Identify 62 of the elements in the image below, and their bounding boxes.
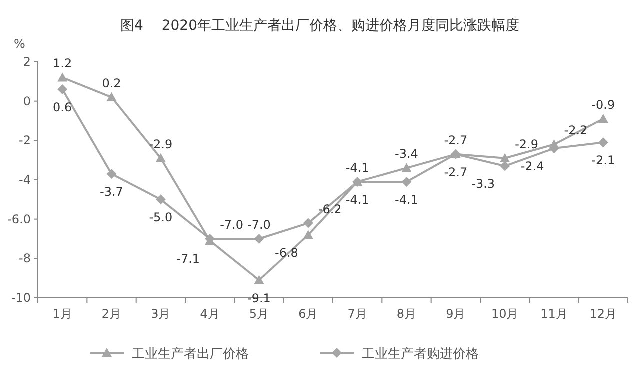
- x-tick-label: 5月: [249, 307, 270, 321]
- data-label: -2.9: [515, 137, 539, 152]
- data-label: 1.2: [53, 56, 72, 71]
- data-label: -4.1: [395, 192, 418, 207]
- data-label: -2.7: [444, 133, 468, 148]
- y-tick-label: -2: [19, 134, 31, 148]
- x-tick-label: 1月: [52, 307, 72, 321]
- data-label: -4.1: [346, 192, 370, 207]
- x-tick-label: 8月: [396, 307, 417, 321]
- data-label: -7.0: [248, 218, 271, 232]
- data-label: -3.4: [395, 147, 418, 162]
- data-label: -3.3: [472, 177, 496, 192]
- data-label: -3.7: [100, 185, 124, 200]
- point: [500, 161, 510, 172]
- x-tick-label: 12月: [590, 307, 618, 321]
- data-label: -7.1: [176, 252, 200, 266]
- point: [598, 138, 608, 148]
- data-label: 0.6: [53, 100, 72, 115]
- data-label: -2.7: [444, 165, 468, 180]
- y-axis-title: %: [14, 37, 26, 51]
- point: [500, 153, 510, 162]
- point: [598, 114, 608, 124]
- data-label: -4.1: [346, 160, 370, 175]
- data-label: -2.2: [564, 124, 588, 138]
- point: [58, 72, 68, 82]
- x-tick-label: 3月: [151, 307, 171, 321]
- data-label: -0.9: [592, 98, 616, 112]
- point: [254, 275, 264, 284]
- y-tick-label: 0: [23, 94, 31, 108]
- point: [58, 84, 68, 95]
- legend-label: 工业生产者出厂价格: [132, 347, 249, 362]
- data-label: -6.2: [318, 202, 342, 216]
- data-label: -7.0: [220, 218, 244, 232]
- point: [156, 153, 166, 162]
- y-tick-label: -6.0: [8, 212, 31, 226]
- point: [254, 234, 264, 244]
- x-tick-label: 7月: [348, 307, 368, 321]
- x-tick-label: 2月: [102, 307, 122, 321]
- legend-label: 工业生产者购进价格: [362, 347, 479, 362]
- x-tick-label: 10月: [491, 307, 519, 321]
- point: [106, 92, 117, 102]
- data-label: -2.4: [520, 160, 544, 174]
- data-label: 0.2: [102, 76, 122, 90]
- point: [156, 194, 166, 205]
- data-label: -6.8: [274, 246, 298, 260]
- data-label: -2.1: [592, 154, 616, 168]
- point: [402, 163, 412, 172]
- x-tick-label: 4月: [200, 307, 220, 321]
- point: [303, 218, 314, 228]
- y-tick-label: 2: [23, 55, 31, 69]
- y-tick-label: -4: [19, 173, 31, 187]
- x-tick-label: 11月: [540, 307, 568, 321]
- y-tick-label: -10: [11, 291, 31, 305]
- point: [402, 176, 412, 187]
- point: [303, 230, 314, 240]
- x-tick-label: 6月: [298, 307, 318, 321]
- data-label: -2.9: [149, 137, 173, 152]
- chart-title: 图4 2020年工业生产者出厂价格、购进价格月度同比涨跌幅度: [120, 18, 520, 34]
- x-tick-label: 9月: [446, 307, 466, 321]
- point: [106, 169, 117, 180]
- data-label: -5.0: [149, 210, 173, 225]
- y-tick-label: -8: [19, 252, 31, 266]
